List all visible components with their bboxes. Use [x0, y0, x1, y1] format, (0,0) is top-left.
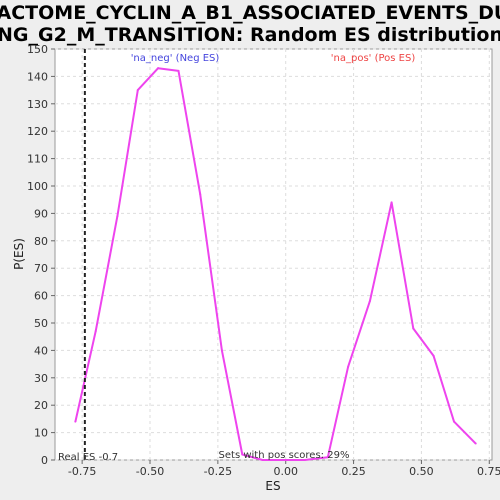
grid-lines	[55, 48, 492, 461]
data-point	[368, 300, 371, 303]
data-point	[261, 459, 264, 461]
data-point	[432, 354, 435, 357]
data-point	[157, 67, 160, 70]
data-point	[326, 456, 329, 459]
neg-es-label: 'na_neg' (Neg ES)	[131, 53, 220, 64]
data-point	[94, 330, 97, 333]
y-axis-label: P(ES)	[12, 238, 26, 270]
y-tick-label: 110	[27, 153, 48, 166]
plot-area	[54, 48, 493, 461]
x-tick-label: -0.75	[68, 465, 96, 478]
data-point	[453, 420, 455, 423]
x-axis-label: ES	[265, 479, 280, 493]
y-tick-label: 80	[34, 235, 48, 248]
data-point	[282, 459, 284, 461]
y-tick-label: 150	[27, 43, 48, 56]
y-tick-label: 120	[27, 125, 48, 138]
data-point	[347, 365, 350, 368]
real-es-label: Real ES -0.7	[58, 452, 118, 463]
data-point	[303, 459, 306, 461]
series-layer	[74, 67, 477, 461]
data-point	[412, 327, 415, 330]
x-tick-label: -0.25	[204, 465, 232, 478]
data-point	[177, 69, 180, 72]
y-tick-label: 10	[34, 427, 48, 440]
chart-title-line-2: NG_G2_M_TRANSITION: Random ES distributi…	[0, 24, 500, 46]
y-tick-label: 130	[27, 98, 48, 111]
y-tick-label: 60	[34, 290, 48, 303]
es-distribution-line	[74, 67, 477, 461]
axes: 0 10 20 30 40 50 60 70 80 90 100 110 120 130 140 150 -0.…	[27, 43, 500, 478]
data-point	[74, 420, 77, 423]
x-tick-label: 0.00	[273, 465, 298, 478]
data-point	[136, 89, 139, 92]
chart-title-line-1: REACTOME_CYCLIN_A_B1_ASSOCIATED_EVENTS_D…	[0, 2, 500, 24]
y-tick-label: 20	[34, 399, 48, 412]
data-point	[474, 442, 477, 445]
y-tick-label: 140	[27, 70, 48, 83]
y-tick-label: 90	[34, 207, 48, 220]
y-tick-label: 50	[34, 317, 48, 330]
y-tick-label: 0	[41, 454, 48, 467]
data-point	[241, 453, 244, 456]
y-tick-label: 40	[34, 344, 48, 357]
pos-es-label: 'na_pos' (Pos ES)	[331, 53, 416, 64]
x-tick-label: 0.75	[477, 465, 500, 478]
y-tick-label: 30	[34, 372, 48, 385]
data-point	[390, 201, 393, 204]
y-tick-label: 70	[34, 262, 48, 275]
y-tick-label: 100	[27, 180, 48, 193]
data-point	[220, 349, 223, 352]
x-tick-label: -0.50	[136, 465, 164, 478]
sets-with-pos-scores-label: Sets with pos scores: 29%	[219, 450, 350, 461]
x-tick-label: 0.50	[409, 465, 434, 478]
x-tick-label: 0.25	[341, 465, 366, 478]
data-point	[199, 193, 202, 196]
data-point	[116, 215, 119, 218]
